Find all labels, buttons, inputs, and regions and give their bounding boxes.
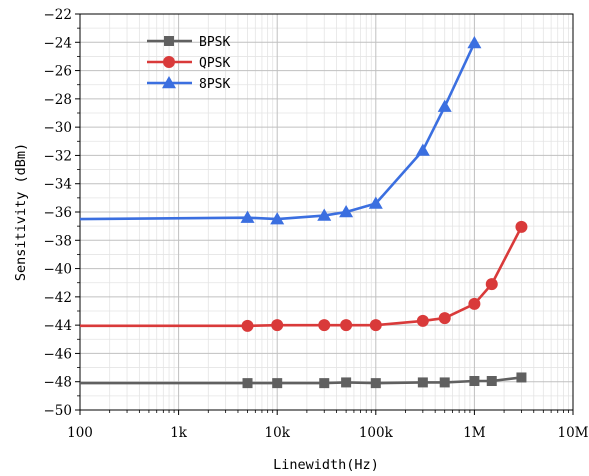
data-point — [469, 376, 480, 387]
y-tick-label: −36 — [44, 205, 73, 221]
data-point — [468, 297, 481, 310]
y-axis-title: Sensitivity (dBm) — [13, 143, 29, 281]
data-point — [319, 378, 330, 389]
x-axis-title: Linewidth(Hz) — [273, 457, 379, 473]
series-line — [80, 376, 522, 385]
x-tick-label: 10k — [265, 425, 291, 441]
data-point — [241, 319, 254, 332]
data-point — [417, 377, 428, 388]
data-point — [339, 205, 354, 218]
axis-ticks: 100 1k 10k 100k 1M 10M −22 −24 −26 −28 −30 −32 −34 −3… — [44, 7, 589, 441]
data-point — [272, 378, 283, 389]
x-tick-label: 10M — [557, 425, 588, 441]
legend: BPSK QPSK 8PSK — [147, 35, 230, 92]
y-tick-label: −24 — [44, 35, 73, 51]
data-point — [341, 377, 352, 388]
data-point — [368, 196, 383, 209]
data-point — [438, 312, 451, 325]
series-qpsk — [80, 220, 528, 332]
legend-marker — [163, 56, 175, 68]
data-point — [439, 377, 450, 388]
series — [79, 35, 528, 389]
x-tick-label: 100k — [359, 425, 394, 441]
data-point — [242, 378, 253, 389]
legend-item: BPSK — [147, 35, 230, 50]
data-point — [271, 319, 284, 332]
data-point — [317, 208, 332, 221]
series-8psk — [79, 35, 482, 225]
y-tick-label: −44 — [44, 318, 73, 334]
y-tick-label: −48 — [44, 375, 73, 391]
data-point — [485, 278, 498, 291]
data-point — [370, 378, 381, 389]
data-point — [415, 143, 430, 156]
legend-label: 8PSK — [199, 77, 230, 92]
legend-label: BPSK — [199, 35, 230, 50]
y-tick-label: −46 — [44, 346, 73, 362]
y-tick-label: −32 — [44, 148, 73, 164]
legend-item: QPSK — [147, 56, 230, 71]
data-point — [270, 212, 285, 225]
data-point — [318, 319, 331, 332]
y-tick-label: −22 — [44, 7, 73, 23]
y-tick-label: −34 — [44, 177, 73, 193]
data-point — [240, 210, 255, 223]
y-tick-label: −50 — [44, 403, 73, 419]
y-tick-label: −30 — [44, 120, 73, 136]
data-point — [437, 99, 452, 112]
y-tick-label: −26 — [44, 64, 73, 80]
data-point — [467, 35, 482, 49]
series-bpsk — [80, 372, 527, 389]
y-tick-label: −38 — [44, 233, 73, 249]
data-point — [416, 314, 429, 327]
legend-label: QPSK — [199, 56, 230, 71]
x-tick-label: 1M — [463, 425, 486, 441]
data-point — [369, 319, 382, 332]
data-point — [515, 220, 528, 233]
data-point — [516, 372, 527, 383]
legend-marker — [164, 36, 174, 46]
legend-item: 8PSK — [147, 76, 230, 92]
data-point — [486, 376, 497, 387]
data-point — [340, 319, 353, 332]
x-tick-label: 1k — [170, 425, 188, 441]
y-tick-label: −40 — [44, 262, 73, 278]
legend-marker — [162, 76, 176, 89]
grid — [79, 13, 574, 411]
y-tick-label: −28 — [44, 92, 73, 108]
y-tick-label: −42 — [44, 290, 73, 306]
x-tick-label: 100 — [67, 425, 93, 441]
